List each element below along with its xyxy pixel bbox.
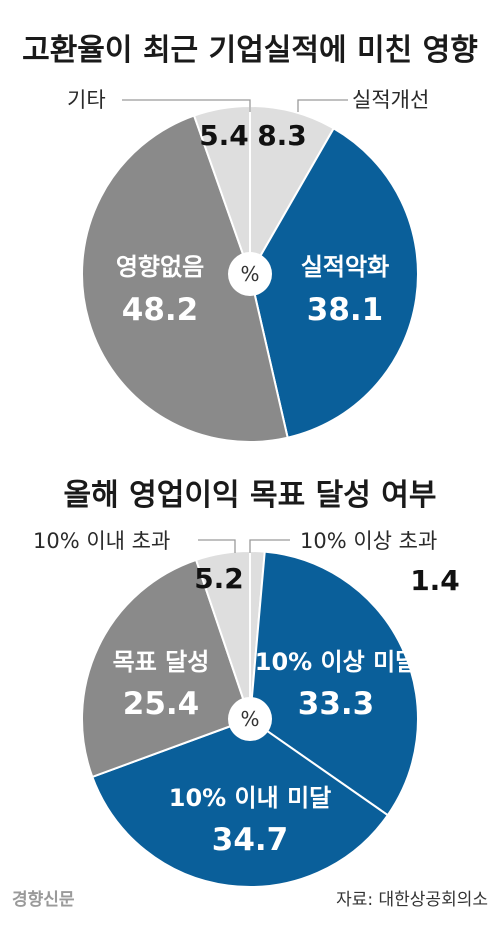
value-over-short: 33.3 bbox=[298, 686, 375, 722]
pie1-slice-0-실적개선 bbox=[249, 104, 336, 278]
footer-source: 자료: 대한상공회의소 bbox=[336, 890, 488, 910]
center-unit-2: % bbox=[240, 707, 259, 731]
pie1-slice-1-실적악화 bbox=[248, 126, 419, 439]
label-worsened: 실적악화 bbox=[301, 253, 389, 281]
leader-line-other bbox=[122, 99, 251, 112]
center-unit-1: % bbox=[240, 262, 259, 286]
chart1-title: 고환율이 최근 기업실적에 미친 영향 bbox=[22, 33, 478, 68]
leader-line-over-exceed bbox=[249, 539, 290, 553]
pie-chart-1 bbox=[81, 104, 419, 443]
center-circle-2 bbox=[228, 697, 272, 741]
callout-label-improved: 실적개선 bbox=[352, 88, 429, 112]
label-achieved: 목표 달성 bbox=[113, 648, 210, 676]
value-worsened: 38.1 bbox=[307, 292, 384, 328]
pie2-slice-2-10pct-이내-미달 bbox=[91, 717, 390, 888]
value-over-exceed: 1.4 bbox=[410, 564, 460, 597]
chart2-title: 올해 영업이익 목표 달성 여부 bbox=[64, 478, 437, 513]
leader-line-improved bbox=[297, 99, 348, 112]
label-within-short: 10% 이내 미달 bbox=[169, 784, 331, 812]
callout-label-other: 기타 bbox=[67, 88, 106, 112]
value-within-exceed: 5.2 bbox=[194, 562, 244, 595]
value-achieved: 25.4 bbox=[123, 686, 200, 722]
label-over-short: 10% 이상 미달 bbox=[255, 648, 417, 676]
pie1-slice-2-영향없음 bbox=[81, 114, 289, 443]
pie-chart-2 bbox=[81, 549, 419, 888]
label-no-effect: 영향없음 bbox=[116, 253, 204, 281]
pie2-slice-1-10pct-이상-미달 bbox=[248, 550, 419, 817]
value-no-effect: 48.2 bbox=[122, 292, 199, 328]
pie2-slice-3-목표-달성 bbox=[81, 558, 252, 779]
leader-line-within-exceed bbox=[198, 539, 236, 553]
callout-label-within-exceed: 10% 이내 초과 bbox=[33, 529, 170, 553]
callout-label-over-exceed: 10% 이상 초과 bbox=[300, 529, 437, 553]
footer-brand: 경향신문 bbox=[12, 889, 75, 910]
value-within-short: 34.7 bbox=[212, 822, 289, 858]
value-other: 5.4 bbox=[199, 119, 249, 152]
center-circle-1 bbox=[228, 252, 272, 296]
value-improved: 8.3 bbox=[257, 119, 307, 152]
